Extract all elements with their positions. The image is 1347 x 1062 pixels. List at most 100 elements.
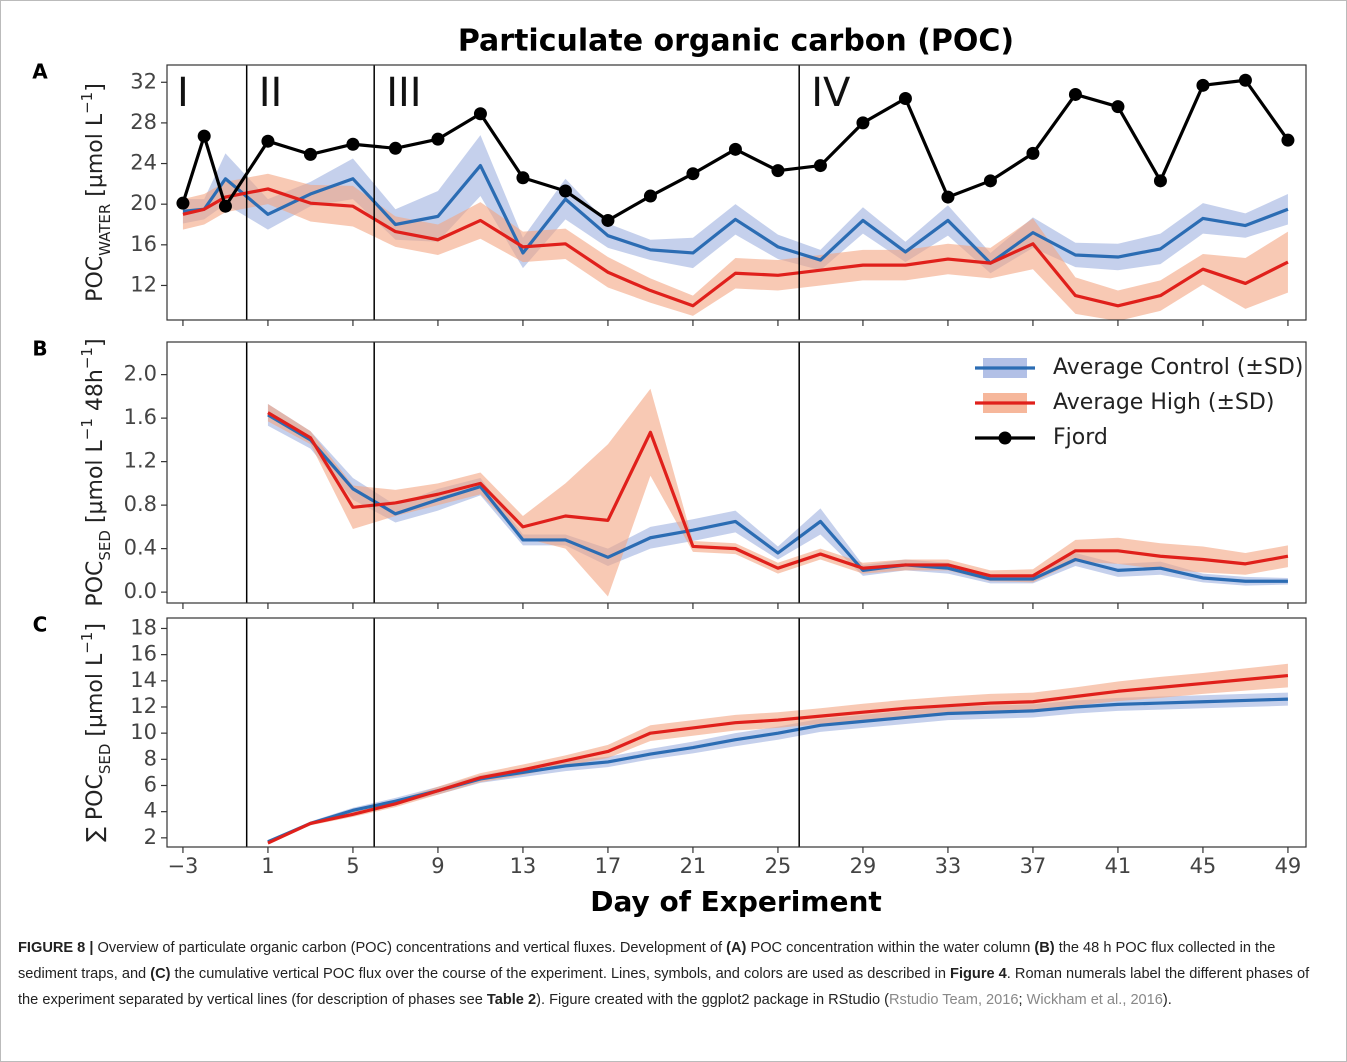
point [431, 132, 445, 146]
caption-text: POC concentration within the water colum… [746, 940, 1035, 956]
x-axis-label: Day of Experiment [590, 885, 882, 918]
x-tick-label: 45 [1190, 854, 1217, 878]
x-tick-label: 5 [346, 854, 359, 878]
caption-reference: Rstudio Team, 2016 [888, 992, 1019, 1008]
y-tick-label: 20 [130, 191, 157, 215]
x-tick-label: 37 [1020, 854, 1047, 878]
panel-label: A [32, 60, 48, 84]
series-line [267, 413, 1288, 583]
point [728, 142, 742, 156]
y-tick-label: 0.0 [124, 579, 157, 603]
y-tick-label: 24 [130, 151, 157, 175]
point [473, 107, 487, 121]
point [856, 116, 870, 130]
series-line [181, 78, 1290, 223]
caption-bold: Figure 4 [950, 966, 1007, 982]
y-tick-label: 0.8 [124, 492, 157, 516]
point [1196, 78, 1210, 92]
point [771, 164, 785, 178]
legend-label: Average High (±SD) [1053, 390, 1274, 415]
y-tick-label: 16 [130, 232, 157, 256]
y-tick-label: 28 [130, 110, 157, 134]
panel [267, 388, 1289, 597]
sd-band [267, 663, 1288, 845]
y-axis-label-part: −1 [78, 347, 96, 369]
point [643, 189, 657, 203]
y-axis-label-part: [µmol L [83, 113, 108, 204]
y-axis-label-part: −1 [78, 632, 96, 654]
y-tick-label: 2 [144, 825, 157, 849]
phase-label: I [177, 70, 189, 116]
panel-border [166, 64, 1307, 321]
caption-reference: Wickham et al., 2016 [1026, 992, 1163, 1008]
x-tick-label: 13 [510, 854, 537, 878]
y-axis-label-part: −1 [78, 418, 96, 440]
y-tick-label: 8 [144, 746, 157, 770]
point [601, 213, 615, 227]
caption-bold: (B) [1034, 940, 1055, 956]
y-tick-label: 1.2 [124, 449, 157, 473]
caption-bold: (A) [726, 940, 747, 956]
panel-label: B [32, 337, 47, 361]
y-tick-label: 14 [130, 668, 157, 692]
y-tick-label: 4 [144, 799, 157, 823]
caption-text: Overview of particulate organic carbon (… [93, 940, 727, 956]
y-axis-label-part: WATER [96, 204, 114, 256]
y-tick-label: 32 [130, 69, 157, 93]
x-tick-label: 29 [850, 854, 877, 878]
x-tick-label: 17 [595, 854, 622, 878]
point [1238, 73, 1252, 87]
series-line [182, 187, 1289, 308]
y-axis-label: ∑ POCSED [µmol L−1] [78, 623, 114, 842]
caption-bold: FIGURE 8 | [18, 940, 94, 956]
y-axis-label-part: SED [96, 530, 114, 561]
y-tick-label: 2.0 [124, 362, 157, 386]
sd-band [267, 692, 1288, 844]
y-axis-label-part: POC [83, 561, 108, 607]
y-tick-label: 6 [144, 772, 157, 796]
point [898, 92, 912, 106]
series-line [182, 163, 1289, 265]
x-tick-label: 49 [1275, 854, 1302, 878]
point [1281, 133, 1295, 147]
point [1153, 174, 1167, 188]
legend-label: Fjord [1053, 425, 1108, 450]
y-axis-label-part: 48h [83, 369, 108, 418]
y-axis-label-part: ] [83, 338, 108, 347]
y-axis-label: POCSED [µmol L−1 48h−1] [78, 338, 114, 606]
y-axis-label-part: −1 [78, 92, 96, 114]
caption-text: ). Figure created with the ggplot2 packa… [536, 992, 889, 1008]
point [813, 159, 827, 173]
x-tick-label: 41 [1105, 854, 1132, 878]
caption-text: ). [1162, 992, 1172, 1008]
caption: FIGURE 8 | Overview of particulate organ… [18, 935, 1330, 1013]
point [558, 184, 572, 198]
series-line [267, 411, 1289, 578]
y-axis-label-part: ] [83, 623, 108, 632]
point [388, 141, 402, 155]
point [1111, 100, 1125, 114]
phase-label: II [259, 70, 283, 116]
caption-text: the 48 h POC flux collected in the sedim… [18, 940, 1276, 982]
x-tick-label: −3 [167, 854, 198, 878]
panel [267, 663, 1289, 845]
point [197, 129, 211, 143]
y-tick-label: 1.6 [124, 405, 157, 429]
point [983, 174, 997, 188]
y-tick-label: 16 [130, 642, 157, 666]
point [346, 137, 360, 151]
point [303, 147, 317, 161]
chart: Particulate organic carbon (POC) Day of … [32, 24, 1307, 918]
chart-title: Particulate organic carbon (POC) [458, 24, 1014, 59]
y-tick-label: 10 [130, 720, 157, 744]
y-tick-label: 12 [130, 694, 157, 718]
legend-marker [998, 431, 1012, 445]
point [1026, 146, 1040, 160]
y-axis-label-part: ∑ POC [83, 774, 108, 842]
y-axis-label-part: POC [83, 256, 108, 302]
series-line [267, 673, 1289, 845]
y-axis-label-part: [µmol L [83, 439, 108, 530]
caption-bold: (C) [150, 966, 171, 982]
point [686, 167, 700, 181]
sd-band [182, 173, 1288, 320]
